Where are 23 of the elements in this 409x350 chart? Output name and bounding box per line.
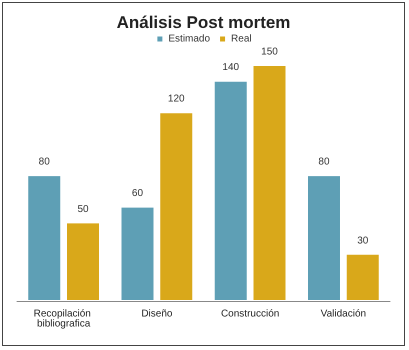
bar: [27, 175, 62, 301]
data-label: 30: [357, 235, 369, 246]
data-label: 150: [261, 46, 278, 58]
x-tick-label: Validación: [320, 308, 366, 320]
bar: [159, 112, 194, 301]
data-label: 80: [318, 156, 330, 168]
data-label: 140: [222, 62, 240, 74]
legend-label: Estimado: [168, 34, 210, 44]
legend-label: Real: [231, 34, 252, 44]
bar: [120, 206, 154, 301]
chart-title: Análisis Post mortem: [116, 13, 290, 32]
x-tick-label: Diseño: [141, 308, 173, 320]
bar: [306, 175, 341, 301]
bar: [346, 254, 380, 301]
data-label: 80: [38, 156, 50, 168]
data-label: 60: [132, 188, 144, 200]
data-label: 120: [168, 94, 186, 105]
bar: [214, 80, 248, 301]
x-tick-label: Recopilación bibliografica: [34, 308, 94, 330]
bar: [252, 65, 287, 301]
x-tick-label: Construcción: [220, 308, 280, 320]
bar: [66, 222, 100, 301]
data-label: 50: [77, 204, 90, 215]
